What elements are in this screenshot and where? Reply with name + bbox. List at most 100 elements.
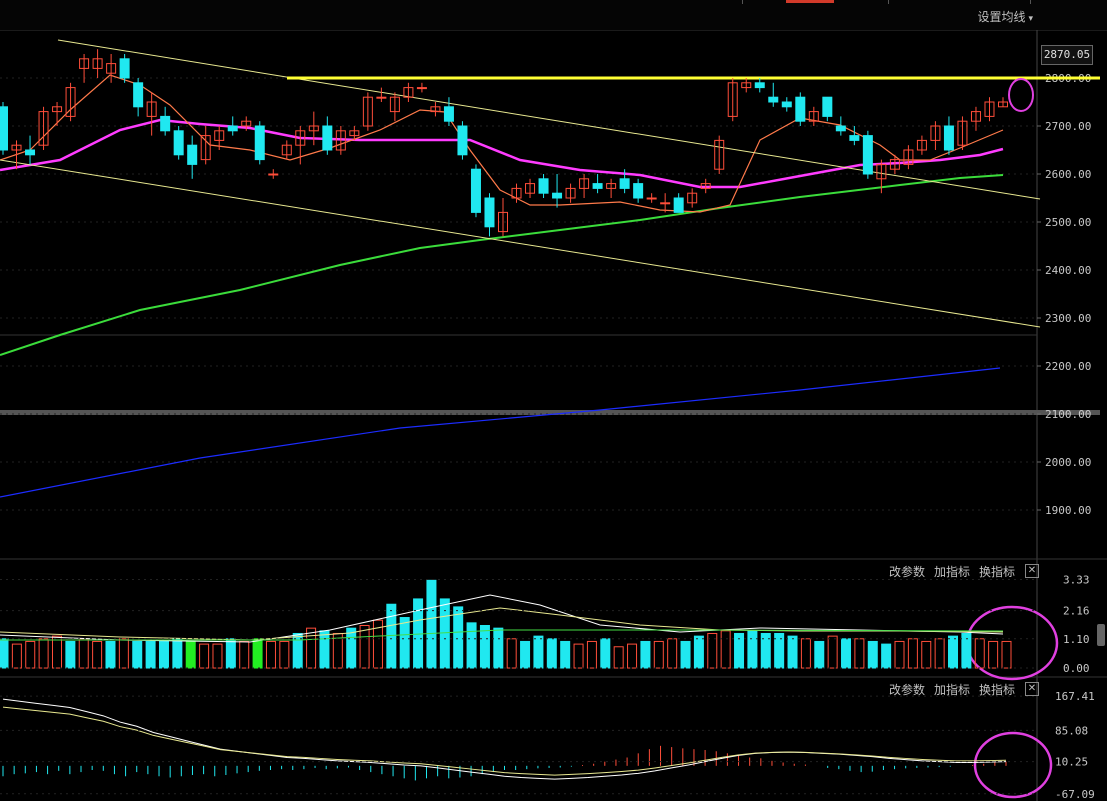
indicator1-bar bbox=[265, 640, 276, 669]
indicator1-bar bbox=[11, 643, 22, 669]
candle-body bbox=[38, 111, 49, 146]
candle-body bbox=[754, 82, 765, 89]
indicator1-bar bbox=[0, 638, 9, 669]
indicator1-bar bbox=[854, 638, 865, 669]
indicator1-bar bbox=[800, 638, 811, 669]
candle-body bbox=[52, 106, 63, 113]
price-tick-label: 2300.00 bbox=[1045, 312, 1091, 325]
candle-body bbox=[579, 178, 590, 189]
indicator1-bar bbox=[894, 640, 905, 669]
indicator1-bar bbox=[948, 635, 959, 669]
candle-body bbox=[430, 106, 441, 113]
indicator1-bar bbox=[306, 627, 317, 669]
indicator1-bar bbox=[92, 640, 103, 669]
candle-body bbox=[335, 130, 346, 151]
indicator1-bar bbox=[38, 638, 49, 669]
indicator1-bar bbox=[158, 640, 169, 669]
indicator1-tick-label: 1.10 bbox=[1063, 633, 1090, 646]
indicator1-bar bbox=[546, 638, 557, 669]
panel2-close-icon[interactable]: ✕ bbox=[1025, 682, 1039, 696]
indicator2-tick-label: 167.41 bbox=[1055, 690, 1095, 703]
panel1-switch-indicator-button[interactable]: 换指标 bbox=[979, 565, 1016, 579]
indicator1-bar bbox=[693, 635, 704, 669]
indicator2-line-yellow bbox=[2, 706, 1007, 776]
indicator1-bar bbox=[506, 638, 517, 669]
pane-splitter bbox=[0, 410, 1100, 415]
candle-body bbox=[714, 139, 725, 170]
ma-settings-button[interactable]: 设置均线 ▾ bbox=[977, 8, 1033, 25]
candle-body bbox=[781, 101, 792, 108]
toolbar-divider bbox=[742, 0, 743, 4]
indicator1-bar bbox=[747, 630, 758, 669]
candle-body bbox=[187, 144, 198, 165]
panel1-change-params-button[interactable]: 改参数 bbox=[889, 565, 926, 579]
indicator1-bar bbox=[814, 640, 825, 669]
indicator1-bar bbox=[640, 640, 651, 669]
candle-body bbox=[133, 82, 144, 108]
toolbar-active-tab-marker[interactable] bbox=[786, 0, 834, 3]
panel2-add-indicator-button[interactable]: 加指标 bbox=[934, 683, 971, 697]
indicator1-bar bbox=[185, 640, 196, 669]
candle-body bbox=[470, 168, 481, 213]
indicator1-bar bbox=[65, 640, 76, 669]
current-price-marker: 2870.05 bbox=[1041, 45, 1093, 65]
candle-body bbox=[241, 120, 252, 127]
top-toolbar: 设置均线 ▾ bbox=[0, 0, 1107, 31]
indicator1-bar bbox=[426, 579, 437, 669]
ma20-line bbox=[0, 118, 1004, 189]
candle-body bbox=[565, 187, 576, 199]
indicator1-bar bbox=[627, 643, 638, 669]
candle-body bbox=[173, 130, 184, 156]
panel1-close-icon[interactable]: ✕ bbox=[1025, 564, 1039, 578]
candle-body bbox=[916, 139, 927, 151]
indicator1-bar bbox=[934, 638, 945, 669]
indicator1-bar bbox=[132, 640, 143, 669]
indicator2-tick-label: 85.08 bbox=[1055, 724, 1088, 737]
candle-body bbox=[538, 178, 549, 194]
indicator1-line-green bbox=[0, 629, 1004, 641]
indicator1-bar bbox=[453, 606, 464, 669]
indicator1-bar bbox=[667, 638, 678, 669]
candle-body bbox=[214, 130, 225, 141]
panel2-change-params-button[interactable]: 改参数 bbox=[889, 683, 926, 697]
candle-body bbox=[443, 106, 454, 122]
indicator1-bar bbox=[199, 643, 210, 669]
candle-body bbox=[79, 58, 90, 69]
candle-body bbox=[484, 197, 495, 228]
candle-body bbox=[457, 125, 468, 156]
panel2-switch-indicator-button[interactable]: 换指标 bbox=[979, 683, 1016, 697]
indicator1-bar bbox=[720, 630, 731, 669]
candle-body bbox=[65, 87, 76, 117]
candle-body bbox=[889, 159, 900, 170]
candle-body bbox=[389, 96, 400, 113]
indicator1-bar bbox=[707, 632, 718, 669]
indicator1-bar bbox=[573, 643, 584, 669]
indicator1-bar bbox=[252, 638, 263, 669]
candle-body bbox=[416, 87, 427, 90]
candle-body bbox=[903, 149, 914, 165]
chevron-down-icon: ▾ bbox=[1028, 14, 1033, 24]
candle-body bbox=[687, 192, 698, 204]
candle-body bbox=[606, 183, 617, 189]
indicator1-bar bbox=[118, 638, 129, 669]
ma250-line bbox=[0, 367, 1001, 498]
indicator1-bar bbox=[774, 632, 785, 669]
indicator1-bar bbox=[1001, 640, 1012, 669]
candle-body bbox=[957, 120, 968, 146]
indicator1-bar bbox=[372, 619, 383, 669]
candle-body bbox=[376, 96, 387, 99]
candle-body bbox=[227, 125, 238, 132]
ma5-line bbox=[0, 74, 1004, 213]
price-tick-label: 2100.00 bbox=[1045, 408, 1091, 421]
candle-body bbox=[700, 183, 711, 189]
indicator1-bar bbox=[78, 638, 89, 669]
panel1-add-indicator-button[interactable]: 加指标 bbox=[934, 565, 971, 579]
candle-body bbox=[768, 96, 779, 103]
indicator1-tick-label: 3.33 bbox=[1063, 574, 1090, 587]
candle-body bbox=[808, 111, 819, 122]
indicator1-bar bbox=[359, 625, 370, 669]
panel-resize-handle[interactable] bbox=[1097, 624, 1105, 646]
indicator1-bar bbox=[225, 638, 236, 669]
candle-body bbox=[741, 82, 752, 89]
